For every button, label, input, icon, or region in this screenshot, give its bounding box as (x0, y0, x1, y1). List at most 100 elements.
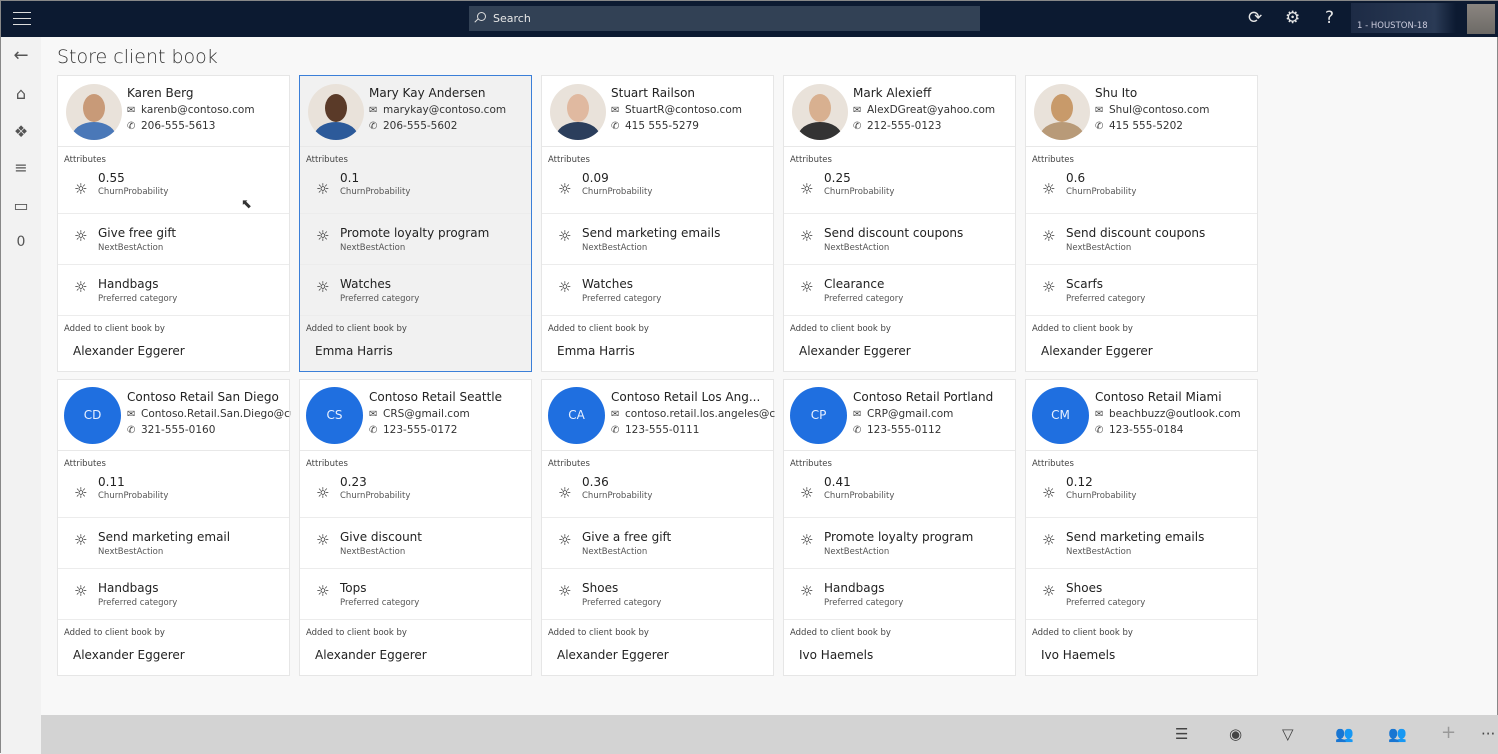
search-input[interactable]: Search (469, 6, 980, 31)
lightbulb-icon: ☼ (1042, 484, 1056, 502)
top-bar: Search ⟳ ⚙ ? 1 - HOUSTON-18 (1, 1, 1498, 37)
attribute-preferred-category: ☼ Watches Preferred category (300, 265, 531, 316)
customer-name[interactable]: Contoso Retail San Diego (127, 390, 279, 404)
search-placeholder: Search (493, 12, 531, 25)
phone-icon: ✆ (369, 425, 378, 436)
attributes-label: Attributes (790, 459, 832, 469)
client-card[interactable]: Stuart Railson ✉ StuartR@contoso.com ✆ 415… (541, 75, 774, 372)
products-icon[interactable]: ❖ (13, 122, 29, 141)
cart-count[interactable]: 0 (16, 234, 26, 250)
mail-icon: ✉ (127, 105, 136, 116)
refresh-icon[interactable]: ⟳ (1248, 8, 1263, 28)
attribute-label: ChurnProbability (1066, 187, 1137, 197)
attribute-value: Shoes (1066, 581, 1103, 595)
remove-customer-icon[interactable]: 👥 (1335, 725, 1354, 743)
attribute-label: NextBestAction (98, 243, 164, 253)
customer-name[interactable]: Contoso Retail Los Ang... (611, 390, 761, 404)
attribute-label: NextBestAction (98, 547, 164, 557)
help-icon[interactable]: ? (1325, 8, 1335, 28)
client-card[interactable]: CA Contoso Retail Los Ang... ✉ contoso.re… (541, 379, 775, 676)
lightbulb-icon: ☼ (74, 582, 88, 600)
client-card[interactable]: Mary Kay Andersen ✉ marykay@contoso.com ✆… (299, 75, 532, 372)
customer-name[interactable]: Mary Kay Andersen (369, 86, 486, 100)
attribute-label: Preferred category (1066, 598, 1146, 608)
customer-initials-avatar: CA (548, 387, 605, 444)
client-card[interactable]: CD Contoso Retail San Diego ✉ Contoso.Ret… (57, 379, 291, 676)
customer-name[interactable]: Contoso Retail Portland (853, 390, 994, 404)
list-icon[interactable]: ≡ (14, 158, 28, 177)
search-icon (477, 12, 486, 21)
customer-email: ✉ karenb@contoso.com (127, 104, 291, 116)
customer-name[interactable]: Contoso Retail Seattle (369, 390, 502, 404)
added-by-name: Alexander Eggerer (557, 648, 669, 662)
attributes-label: Attributes (1032, 459, 1074, 469)
left-nav: ← ⌂ ❖ ≡ ▭ 0 (1, 37, 41, 754)
customer-name[interactable]: Contoso Retail Miami (1095, 390, 1222, 404)
view-icon[interactable]: ◉ (1229, 725, 1243, 743)
customer-name[interactable]: Karen Berg (127, 86, 194, 100)
lightbulb-icon: ☼ (74, 278, 88, 296)
client-card[interactable]: Shu Ito ✉ ShuI@contoso.com ✆ 415 555-5202 … (1025, 75, 1258, 372)
customer-email: ✉ AlexDGreat@yahoo.com (853, 104, 1017, 116)
client-card[interactable]: Karen Berg ✉ karenb@contoso.com ✆ 206-555-… (57, 75, 290, 372)
customer-name[interactable]: Mark Alexieff (853, 86, 932, 100)
store-label: 1 - HOUSTON-18 (1357, 21, 1428, 31)
attribute-label: Preferred category (582, 598, 662, 608)
filter-icon[interactable]: ▽ (1282, 725, 1294, 743)
attribute-preferred-category: ☼ Shoes Preferred category (542, 569, 773, 620)
attribute-value: 0.23 (340, 475, 367, 489)
client-card[interactable]: CS Contoso Retail Seattle ✉ CRS@gmail.com… (299, 379, 532, 676)
customer-name[interactable]: Stuart Railson (611, 86, 696, 100)
lightbulb-icon: ☼ (316, 180, 330, 198)
customer-phone: ✆ 321-555-0160 (127, 424, 291, 436)
add-icon[interactable]: + (1441, 722, 1457, 743)
customer-email: ✉ CRS@gmail.com (369, 408, 533, 420)
card-header: Shu Ito ✉ ShuI@contoso.com ✆ 415 555-5202 (1026, 76, 1257, 147)
client-card[interactable]: CP Contoso Retail Portland ✉ CRP@gmail.co… (783, 379, 1016, 676)
client-card[interactable]: Mark Alexieff ✉ AlexDGreat@yahoo.com ✆ 212… (783, 75, 1016, 372)
customer-phone: ✆ 212-555-0123 (853, 120, 1017, 132)
home-icon[interactable]: ⌂ (15, 84, 27, 103)
back-arrow-icon[interactable]: ← (13, 45, 29, 66)
attribute-label: ChurnProbability (582, 187, 653, 197)
lightbulb-icon: ☼ (558, 278, 572, 296)
email-text: ShuI@contoso.com (1109, 104, 1210, 116)
customer-phone: ✆ 415 555-5202 (1095, 120, 1259, 132)
lightbulb-icon: ☼ (316, 484, 330, 502)
added-by-name: Emma Harris (315, 344, 393, 358)
attribute-value: Send discount coupons (1066, 226, 1206, 240)
attribute-next-best-action: ☼ Send marketing emails NextBestAction (1026, 518, 1257, 569)
email-text: contoso.retail.los.angeles@cust (625, 408, 775, 420)
select-list-icon[interactable]: ☰ (1175, 725, 1189, 743)
attribute-value: 0.41 (824, 475, 851, 489)
added-by-label: Added to client book by (306, 628, 407, 638)
attributes-label: Attributes (548, 155, 590, 165)
attribute-value: 0.25 (824, 171, 851, 185)
attribute-label: NextBestAction (582, 547, 648, 557)
attributes-label: Attributes (64, 459, 106, 469)
attribute-value: 0.36 (582, 475, 609, 489)
lightbulb-icon: ☼ (316, 227, 330, 245)
more-icon[interactable]: ··· (1481, 725, 1496, 743)
user-info[interactable]: 1 - HOUSTON-18 (1351, 3, 1456, 33)
shopping-bag-icon[interactable]: ▭ (13, 196, 29, 215)
attribute-next-best-action: ☼ Give a free gift NextBestAction (542, 518, 773, 569)
card-header: CS Contoso Retail Seattle ✉ CRS@gmail.com… (300, 380, 531, 451)
lightbulb-icon: ☼ (800, 180, 814, 198)
lightbulb-icon: ☼ (1042, 531, 1056, 549)
added-by-label: Added to client book by (64, 324, 165, 334)
lightbulb-icon: ☼ (800, 278, 814, 296)
settings-icon[interactable]: ⚙ (1285, 8, 1301, 28)
group-customers-icon[interactable]: 👥 (1388, 725, 1407, 743)
added-by-label: Added to client book by (1032, 324, 1133, 334)
client-card[interactable]: CM Contoso Retail Miami ✉ beachbuzz@outlo… (1025, 379, 1258, 676)
customer-name[interactable]: Shu Ito (1095, 86, 1138, 100)
lightbulb-icon: ☼ (558, 227, 572, 245)
email-text: beachbuzz@outlook.com (1109, 408, 1241, 420)
attribute-churn: ☼ 0.1 ChurnProbability (300, 167, 531, 214)
hamburger-menu-icon[interactable] (13, 12, 31, 25)
added-by-label: Added to client book by (790, 628, 891, 638)
attribute-label: ChurnProbability (98, 187, 169, 197)
user-avatar[interactable] (1467, 4, 1495, 34)
mail-icon: ✉ (853, 105, 862, 116)
